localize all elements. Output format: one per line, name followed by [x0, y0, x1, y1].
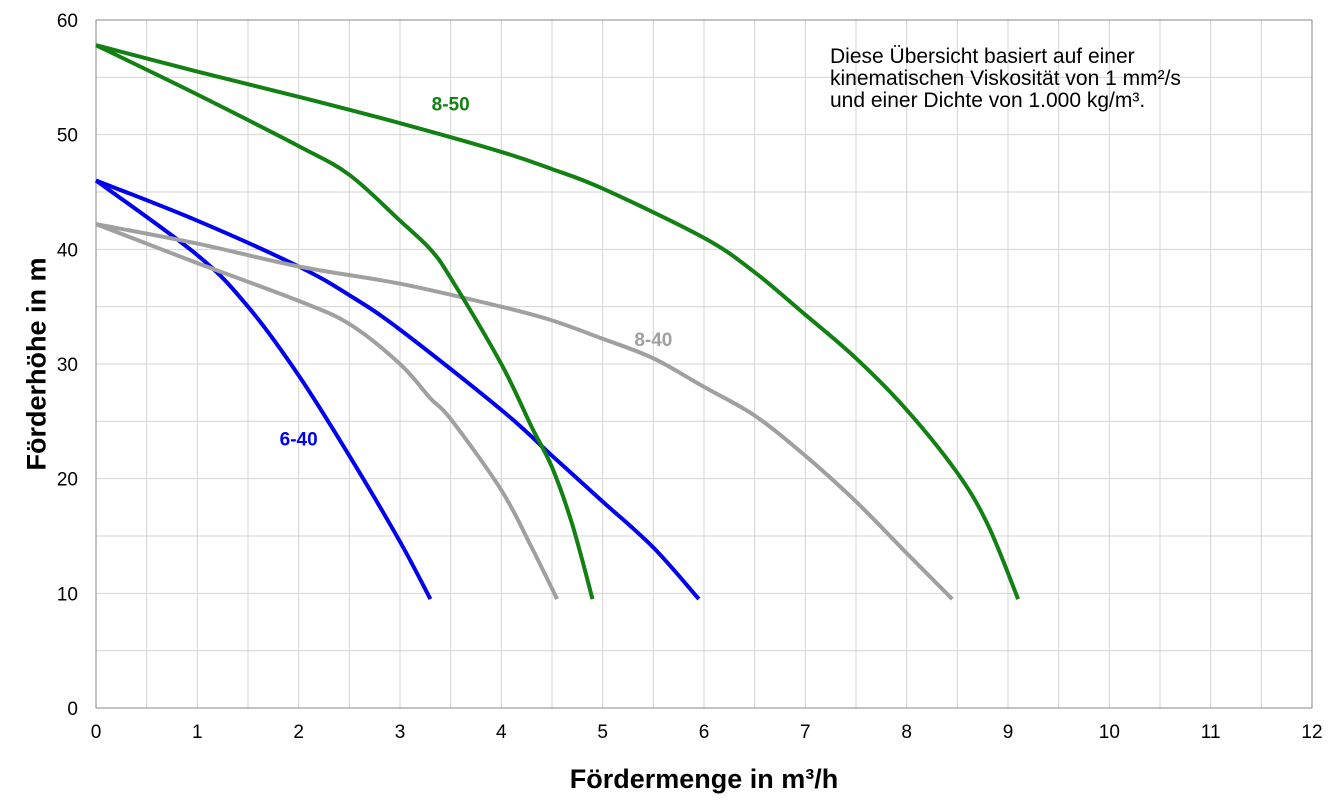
y-tick-label: 30: [57, 355, 78, 376]
series-line-3: [95, 222, 559, 600]
x-tick-label: 4: [496, 722, 507, 743]
note-line-3: und einer Dichte von 1.000 kg/m³.: [830, 89, 1145, 112]
grid: [96, 20, 1312, 708]
series-line-2: [95, 178, 701, 601]
series-label-1: 6-40: [280, 430, 318, 451]
y-tick-label: 50: [57, 126, 78, 147]
x-tick-label: 10: [1099, 722, 1120, 743]
series-line-5: [95, 43, 595, 600]
y-tick-label: 20: [57, 470, 78, 491]
y-tick-label: 40: [57, 240, 78, 261]
series-line-6: [95, 43, 1020, 600]
x-tick-label: 3: [395, 722, 406, 743]
y-tick-label: 0: [67, 699, 78, 720]
plot-area-frame: [95, 19, 1313, 709]
series-labels: 6-40 8-40 8-50: [280, 95, 673, 451]
series-line-1: [94, 178, 433, 601]
series-line-4: [95, 222, 954, 601]
x-tick-label: 0: [91, 722, 102, 743]
series-label-2: 8-40: [634, 330, 672, 351]
x-tick-label: 2: [293, 722, 304, 743]
annotation-note: Diese Übersicht basiert auf einer kinema…: [830, 45, 1181, 112]
x-tick-label: 7: [800, 722, 811, 743]
note-line-2: kinematischen Viskosität von 1 mm²/s: [830, 67, 1181, 90]
y-tick-label: 60: [57, 11, 78, 32]
x-tick-label: 9: [1003, 722, 1014, 743]
x-tick-label: 8: [901, 722, 912, 743]
x-tick-label: 11: [1201, 722, 1221, 743]
y-axis-ticks: 0 10 20 30 40 50 60: [57, 11, 78, 720]
x-tick-label: 5: [597, 722, 608, 743]
x-tick-label: 1: [192, 722, 203, 743]
series-label-3: 8-50: [432, 95, 470, 116]
y-axis-title: Förderhöhe in m: [21, 257, 51, 470]
x-axis-ticks: 0 1 2 3 4 5 6 7 8 9 10 11 12: [91, 722, 1323, 743]
x-axis-title: Fördermenge in m³/h: [570, 764, 839, 794]
x-tick-label: 12: [1301, 722, 1322, 743]
note-line-1: Diese Übersicht basiert auf einer: [830, 45, 1135, 68]
series-lines: [94, 43, 1020, 601]
y-tick-label: 10: [57, 584, 78, 605]
x-tick-label: 6: [699, 722, 710, 743]
